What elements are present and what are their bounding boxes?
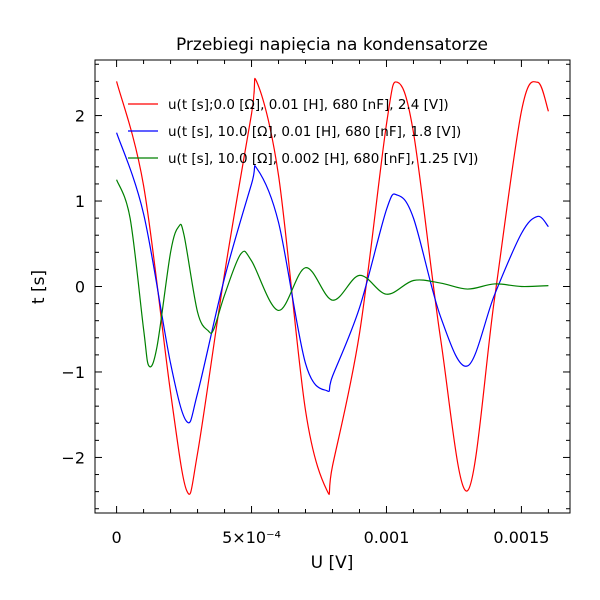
y-tick-label: 0 [75, 278, 85, 297]
legend: u(t [s];0.0 [Ω], 0.01 [H], 680 [nF], 2.4… [128, 97, 478, 167]
x-axis-label: U [V] [311, 553, 354, 573]
legend-label-3: u(t [s], 10.0 [Ω], 0.002 [H], 680 [nF], … [168, 151, 478, 167]
series-line-2 [116, 132, 549, 424]
series-line-1 [116, 77, 549, 496]
legend-label-1: u(t [s];0.0 [Ω], 0.01 [H], 680 [nF], 2.4… [168, 97, 449, 113]
y-tick-label: −1 [61, 363, 85, 382]
y-tick-label: −2 [61, 448, 85, 467]
x-tick-label: 0.001 [364, 528, 410, 547]
series-line-3 [116, 179, 549, 368]
legend-label-2: u(t [s], 10.0 [Ω], 0.01 [H], 680 [nF], 1… [168, 124, 461, 140]
x-tick-label: 0.0015 [493, 528, 549, 547]
y-tick-label: 2 [75, 107, 85, 126]
y-axis-label: t [s] [29, 270, 49, 304]
x-tick-label: 5×10⁻⁴ [222, 528, 281, 547]
y-tick-label: 1 [75, 192, 85, 211]
plot-lines [116, 77, 549, 496]
axis-ticks [95, 60, 570, 513]
chart-title: Przebiegi napięcia na kondensatorze [176, 35, 488, 55]
x-tick-label: 0 [111, 528, 121, 547]
axis-tick-labels: 0 5×10⁻⁴ 0.001 0.0015 −2 −1 0 1 2 [61, 107, 549, 547]
